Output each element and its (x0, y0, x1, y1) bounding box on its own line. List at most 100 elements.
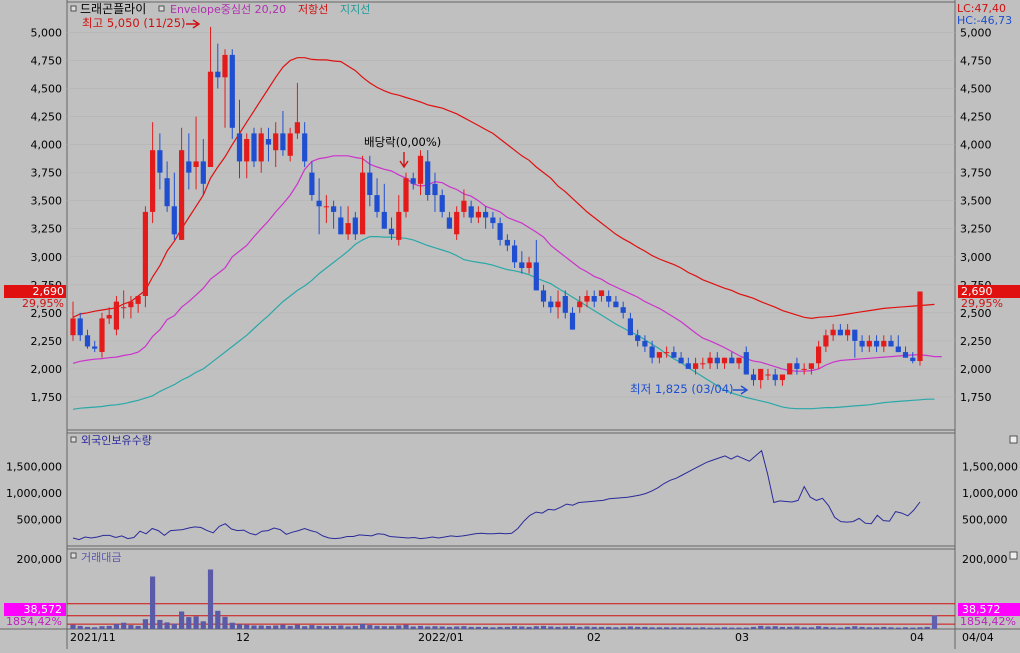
volume-bar (381, 626, 387, 629)
candle-body (403, 178, 409, 212)
candle-body (251, 133, 257, 162)
right-price-label: 2,690 (961, 285, 993, 298)
volume-bar (721, 627, 728, 630)
candle-body (258, 133, 264, 162)
volume-bar (924, 626, 930, 629)
volume-bar (620, 626, 626, 629)
candle-body (519, 262, 525, 268)
volume-tick-label-left: 200,000 (17, 553, 63, 566)
volume-bar (685, 627, 691, 630)
volume-bar (678, 627, 684, 630)
volume-bar (331, 625, 337, 629)
candle-body (490, 217, 496, 224)
candle-body (374, 195, 380, 212)
candle-body (736, 357, 742, 364)
volume-bar (627, 626, 633, 629)
price-tick-label-left: 3,000 (31, 251, 63, 264)
candle-body (504, 239, 510, 246)
volume-bar (396, 625, 402, 629)
candle-body (794, 363, 800, 369)
volume-bar (931, 615, 938, 629)
volume-bar (345, 626, 351, 629)
low-arrow-icon (733, 385, 749, 395)
volume-bar (577, 626, 583, 629)
volume-bar (367, 625, 373, 629)
volume-bar (526, 626, 532, 629)
volume-bar (490, 627, 496, 630)
candle-body (99, 318, 105, 352)
candle-body (881, 340, 887, 347)
candle-body (338, 217, 344, 235)
volume-bar (533, 626, 539, 629)
right-volume-pct: 1854,42% (960, 615, 1016, 628)
foreign-holdings-line (72, 449, 921, 541)
candle-body (569, 312, 576, 330)
volume-bar (664, 627, 670, 630)
candle-body (388, 228, 395, 235)
price-tick-label-left: 2,500 (31, 307, 63, 320)
volume-bar (352, 625, 358, 629)
volume-bar (743, 627, 749, 629)
volume-bar (135, 625, 141, 629)
candle-body (84, 335, 91, 347)
volume-bar (714, 627, 720, 629)
candle-body (845, 329, 851, 336)
candle-body (461, 200, 467, 212)
volume-close-box[interactable] (1009, 551, 1018, 560)
volume-bar (801, 627, 807, 630)
volume-bar (874, 627, 880, 630)
support-label: 지지선 (340, 3, 370, 16)
candle-body (526, 262, 532, 268)
volume-bar (280, 624, 286, 629)
left-volume-pct: 1854,42% (6, 615, 62, 628)
candle-body (772, 374, 778, 381)
volume-bar (338, 625, 344, 629)
candle-body (432, 183, 438, 196)
volume-bar (461, 626, 467, 629)
volume-bar (635, 626, 641, 629)
candle-body (540, 290, 547, 302)
dividend-annotation: 배당락(0,00%) (364, 135, 441, 149)
indicator-marker (158, 5, 165, 12)
price-tick-label-right: 1,750 (960, 391, 992, 404)
volume-bar (432, 626, 438, 629)
candle-body (425, 161, 431, 195)
volume-bar (265, 625, 272, 629)
candle-body (113, 301, 119, 330)
volume-bar (671, 627, 677, 630)
left-change-label: 29,95% (22, 297, 64, 310)
candle-body (548, 301, 554, 308)
candle-body (367, 172, 373, 195)
foreign-close-box[interactable] (1009, 435, 1018, 444)
price-tick-label-left: 4,000 (31, 139, 63, 152)
candle-body (70, 318, 76, 336)
price-tick-label-right: 4,000 (960, 139, 992, 152)
lc-label: LC:47,40 (957, 2, 1006, 15)
candle-body (584, 296, 590, 302)
volume-bar (99, 626, 105, 629)
candle-body (678, 357, 684, 364)
volume-bar (613, 627, 619, 630)
candle-body (294, 122, 300, 134)
volume-bar (729, 627, 735, 629)
volume-bar (895, 627, 901, 629)
indicator-label: Envelope중심선 20,20 (170, 3, 286, 16)
candle-body (642, 340, 648, 347)
volume-bar (837, 627, 843, 629)
candle-body (823, 335, 829, 347)
candle-body (417, 155, 424, 184)
stock-title: 드래곤플라이 (80, 2, 146, 16)
foreign-title: 외국인보유수량 (81, 434, 152, 447)
candle-body (664, 352, 670, 354)
price-tick-label-right: 3,750 (960, 167, 992, 180)
candle-body (360, 172, 366, 235)
candle-body (396, 211, 402, 240)
price-tick-label-right: 4,750 (960, 54, 992, 67)
price-tick-label-right: 2,500 (960, 307, 992, 320)
volume-bar (504, 626, 510, 629)
candle-body (656, 352, 662, 358)
volume-bar (113, 624, 119, 629)
candle-body (454, 211, 460, 235)
candle-body (750, 374, 757, 381)
